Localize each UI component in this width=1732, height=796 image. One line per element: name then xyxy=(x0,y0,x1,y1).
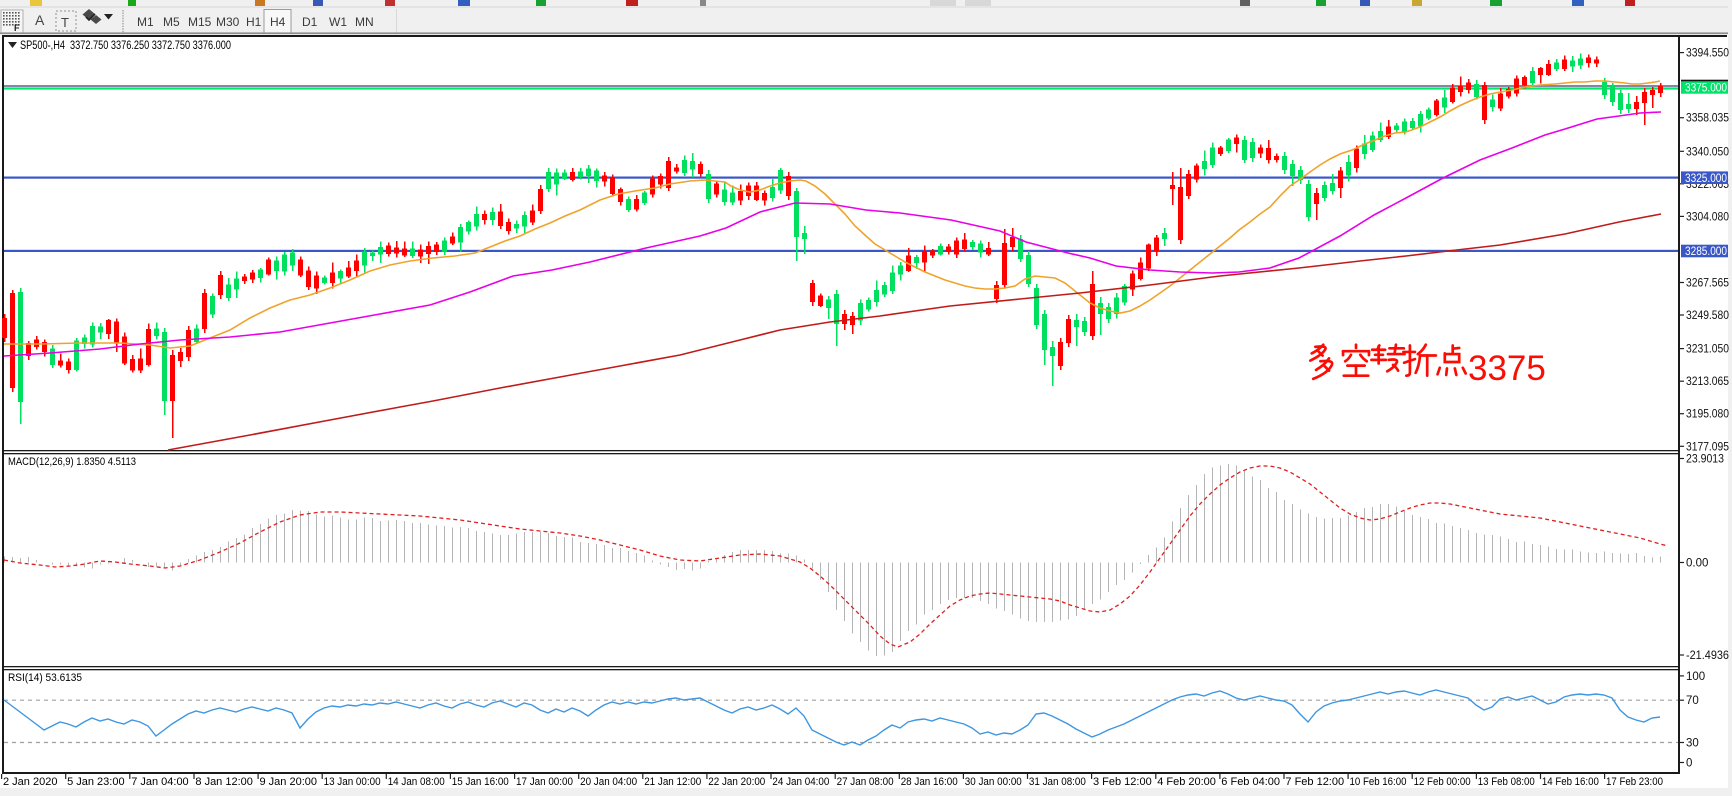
svg-text:0: 0 xyxy=(1686,758,1692,770)
svg-text:22 Jan 20:00: 22 Jan 20:00 xyxy=(708,776,765,788)
svg-text:T: T xyxy=(61,15,69,30)
svg-text:5 Jan 23:00: 5 Jan 23:00 xyxy=(67,776,125,788)
svg-text:3375: 3375 xyxy=(1468,349,1546,388)
svg-text:27 Jan 08:00: 27 Jan 08:00 xyxy=(837,776,894,788)
svg-text:3394.550: 3394.550 xyxy=(1686,48,1729,60)
svg-text:D1: D1 xyxy=(302,15,318,29)
svg-text:F: F xyxy=(14,23,20,33)
svg-text:3213.065: 3213.065 xyxy=(1686,376,1729,388)
svg-text:H1: H1 xyxy=(246,15,262,29)
svg-text:3285.000: 3285.000 xyxy=(1685,246,1727,258)
svg-text:MACD(12,26,9) 1.8350 4.5113: MACD(12,26,9) 1.8350 4.5113 xyxy=(8,456,136,468)
svg-text:9 Jan 20:00: 9 Jan 20:00 xyxy=(260,776,318,788)
svg-text:3 Feb 12:00: 3 Feb 12:00 xyxy=(1093,776,1152,788)
svg-text:13 Feb 08:00: 13 Feb 08:00 xyxy=(1478,776,1535,788)
svg-text:20 Jan 04:00: 20 Jan 04:00 xyxy=(580,776,637,788)
svg-text:23.9013: 23.9013 xyxy=(1686,454,1724,466)
svg-text:10 Feb 16:00: 10 Feb 16:00 xyxy=(1350,776,1407,788)
svg-text:SP500-,H4 3372.750 3376.250 3: SP500-,H4 3372.750 3376.250 3372.750 337… xyxy=(20,40,231,52)
svg-text:7 Jan 04:00: 7 Jan 04:00 xyxy=(131,776,189,788)
svg-text:14 Jan 08:00: 14 Jan 08:00 xyxy=(388,776,445,788)
svg-text:A: A xyxy=(35,12,45,28)
svg-text:M15: M15 xyxy=(188,15,212,29)
svg-text:30: 30 xyxy=(1686,738,1699,750)
svg-text:15 Jan 16:00: 15 Jan 16:00 xyxy=(452,776,509,788)
svg-text:H4: H4 xyxy=(270,15,286,29)
svg-text:3304.080: 3304.080 xyxy=(1686,211,1729,223)
svg-text:W1: W1 xyxy=(329,15,347,29)
svg-text:3358.035: 3358.035 xyxy=(1686,113,1729,125)
svg-text:M5: M5 xyxy=(163,15,180,29)
svg-text:17 Jan 00:00: 17 Jan 00:00 xyxy=(516,776,573,788)
svg-text:28 Jan 16:00: 28 Jan 16:00 xyxy=(901,776,958,788)
svg-text:30 Jan 00:00: 30 Jan 00:00 xyxy=(965,776,1022,788)
svg-text:M30: M30 xyxy=(216,15,240,29)
svg-text:0.00: 0.00 xyxy=(1686,558,1708,570)
svg-text:8 Jan 12:00: 8 Jan 12:00 xyxy=(195,776,253,788)
svg-text:3231.050: 3231.050 xyxy=(1686,344,1729,356)
svg-text:21 Jan 12:00: 21 Jan 12:00 xyxy=(644,776,701,788)
svg-text:6 Feb 04:00: 6 Feb 04:00 xyxy=(1221,776,1280,788)
svg-text:3177.095: 3177.095 xyxy=(1686,441,1729,453)
svg-text:4 Feb 20:00: 4 Feb 20:00 xyxy=(1157,776,1216,788)
svg-text:RSI(14) 53.6135: RSI(14) 53.6135 xyxy=(8,672,82,684)
svg-text:MN: MN xyxy=(355,15,374,29)
svg-text:3267.565: 3267.565 xyxy=(1686,278,1729,290)
svg-text:3195.080: 3195.080 xyxy=(1686,409,1729,421)
svg-text:31 Jan 08:00: 31 Jan 08:00 xyxy=(1029,776,1086,788)
svg-text:-21.4936: -21.4936 xyxy=(1686,650,1729,662)
svg-text:M1: M1 xyxy=(137,15,154,29)
svg-text:2 Jan 2020: 2 Jan 2020 xyxy=(3,776,57,788)
svg-text:13 Jan 00:00: 13 Jan 00:00 xyxy=(324,776,381,788)
svg-text:24 Jan 04:00: 24 Jan 04:00 xyxy=(772,776,829,788)
svg-text:70: 70 xyxy=(1686,695,1699,707)
svg-text:3340.050: 3340.050 xyxy=(1686,146,1729,158)
svg-text:7 Feb 12:00: 7 Feb 12:00 xyxy=(1285,776,1344,788)
svg-text:3375.000: 3375.000 xyxy=(1685,83,1727,95)
svg-text:100: 100 xyxy=(1686,671,1705,683)
svg-text:3325.000: 3325.000 xyxy=(1685,173,1727,185)
svg-text:17 Feb 23:00: 17 Feb 23:00 xyxy=(1606,776,1663,788)
svg-text:14 Feb 16:00: 14 Feb 16:00 xyxy=(1542,776,1599,788)
svg-text:3249.580: 3249.580 xyxy=(1686,310,1729,322)
svg-text:12 Feb 00:00: 12 Feb 00:00 xyxy=(1414,776,1471,788)
